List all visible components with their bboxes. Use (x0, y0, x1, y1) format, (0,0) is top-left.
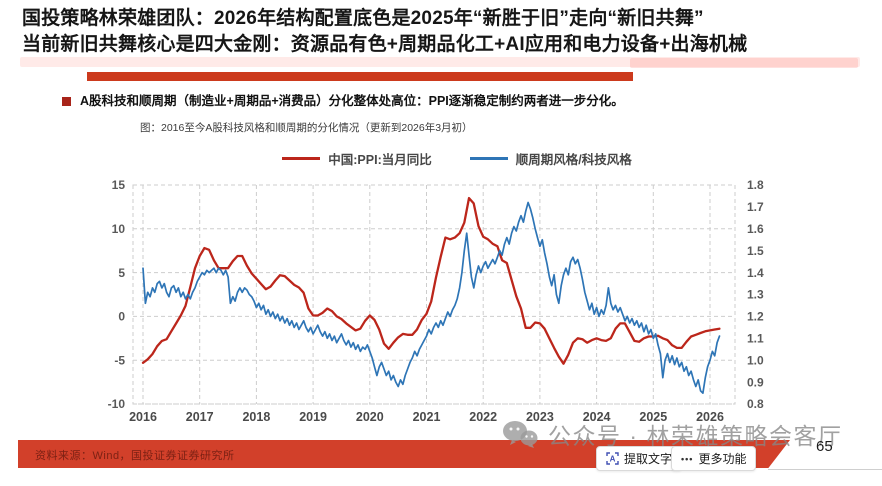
right-tick-1.8: 1.8 (747, 178, 764, 192)
right-tick-1.7: 1.7 (747, 200, 764, 214)
ellipsis-icon: ••• (681, 453, 694, 464)
right-tick-0.9: 0.9 (747, 375, 764, 389)
slide-title: 国投策略林荣雄团队：2026年结构配置底色是2025年“新胜于旧”走向“新旧共舞… (22, 6, 867, 58)
left-axis-labels: 15 10 5 0 -5 -10 (108, 178, 126, 411)
x-tick-2025: 2025 (639, 410, 667, 424)
x-tick-2016: 2016 (129, 410, 157, 424)
figure-caption: 图：2016至今A股科技风格和顺周期的分化情况（更新到2026年3月初） (140, 122, 473, 134)
bullet-square-icon (62, 97, 71, 106)
ppi-line-swatch (282, 157, 321, 160)
x-tick-2021: 2021 (413, 410, 441, 424)
ppi-line (141, 196, 721, 365)
legend-label-ppi: 中国:PPI:当月同比 (328, 153, 432, 167)
right-tick-1.4: 1.4 (747, 266, 764, 280)
x-tick-2018: 2018 (242, 410, 270, 424)
page-number: 65 (816, 438, 833, 455)
plot-border (132, 184, 736, 405)
chart-legend: 中国:PPI:当月同比 顺周期风格/科技风格 (16, 149, 882, 168)
right-tick-1.5: 1.5 (747, 244, 764, 258)
legend-item-ratio: 顺周期风格/科技风格 (469, 149, 632, 168)
extract-text-button[interactable]: A 提取文字 (596, 446, 683, 471)
right-tick-0.8: 0.8 (747, 397, 764, 411)
watermark: 公众号 · 林荣雄策略会客厅 (502, 417, 842, 451)
right-tick-1.6: 1.6 (747, 222, 764, 236)
extract-text-label: 提取文字 (624, 452, 673, 466)
slide-title-line1: 国投策略林荣雄团队：2026年结构配置底色是2025年“新胜于旧”走向“新旧共舞… (22, 8, 704, 29)
x-tick-2024: 2024 (583, 410, 611, 424)
legend-label-ratio: 顺周期风格/科技风格 (515, 153, 632, 167)
legend-item-ppi: 中国:PPI:当月同比 (282, 149, 432, 168)
left-tick-15: 15 (112, 178, 126, 192)
ratio-line-swatch (469, 157, 508, 160)
svg-text:A: A (610, 455, 616, 464)
source-text: 资料来源：Wind，国投证券证券研究所 (35, 450, 235, 462)
red-divider-bar (87, 72, 633, 81)
right-tick-1: 1.0 (747, 353, 764, 367)
left-tick-0: 0 (118, 310, 125, 324)
chart-grid (132, 184, 736, 405)
footer-divider-line (768, 469, 882, 470)
bullet-row: A股科技和顺周期（制造业+周期品+消费品）分化整体处高位：PPI逐渐稳定制约两者… (62, 93, 862, 110)
left-tick-5: 5 (118, 266, 125, 280)
more-functions-button[interactable]: ••• 更多功能 (671, 446, 757, 471)
right-tick-1.3: 1.3 (747, 288, 764, 302)
slide-title-line2: 当前新旧共舞核心是四大金刚：资源品有色+周期品化工+AI应用和电力设备+出海机械 (22, 34, 748, 55)
x-tick-2020: 2020 (356, 410, 384, 424)
cyclical-tech-ratio-line (142, 201, 721, 394)
highlight-strip (20, 57, 860, 67)
watermark-text: 公众号 · 林荣雄策略会客厅 (548, 423, 843, 449)
extract-text-icon: A (606, 452, 619, 465)
bullet-text: A股科技和顺周期（制造业+周期品+消费品）分化整体处高位：PPI逐渐稳定制约两者… (80, 94, 624, 108)
x-tick-2017: 2017 (186, 410, 214, 424)
x-tick-2026: 2026 (696, 410, 724, 424)
x-tick-2023: 2023 (526, 410, 554, 424)
right-tick-1.1: 1.1 (747, 332, 764, 346)
highlight-blob (630, 58, 858, 68)
ppi-vs-style-chart: 15 10 5 0 -5 -10 1.8 1.7 1.6 1.5 1.4 1.3 1.2 1.1 1.0 0.… (108, 178, 764, 424)
right-axis-labels: 1.8 1.7 1.6 1.5 1.4 1.3 1.2 1.1 1.0 0.9 0.8 (747, 178, 764, 411)
left-tick-10: 10 (112, 222, 126, 236)
left-tick--5: -5 (114, 353, 125, 367)
left-tick--10: -10 (108, 397, 126, 411)
x-tick-2019: 2019 (299, 410, 327, 424)
wechat-icon (503, 420, 538, 448)
right-tick-1.2: 1.2 (747, 310, 764, 324)
x-tick-2022: 2022 (469, 410, 497, 424)
more-functions-label: 更多功能 (698, 452, 747, 466)
x-axis-labels: 2016 2017 2018 2019 2020 2021 2022 2023 2024 2025… (129, 410, 724, 424)
